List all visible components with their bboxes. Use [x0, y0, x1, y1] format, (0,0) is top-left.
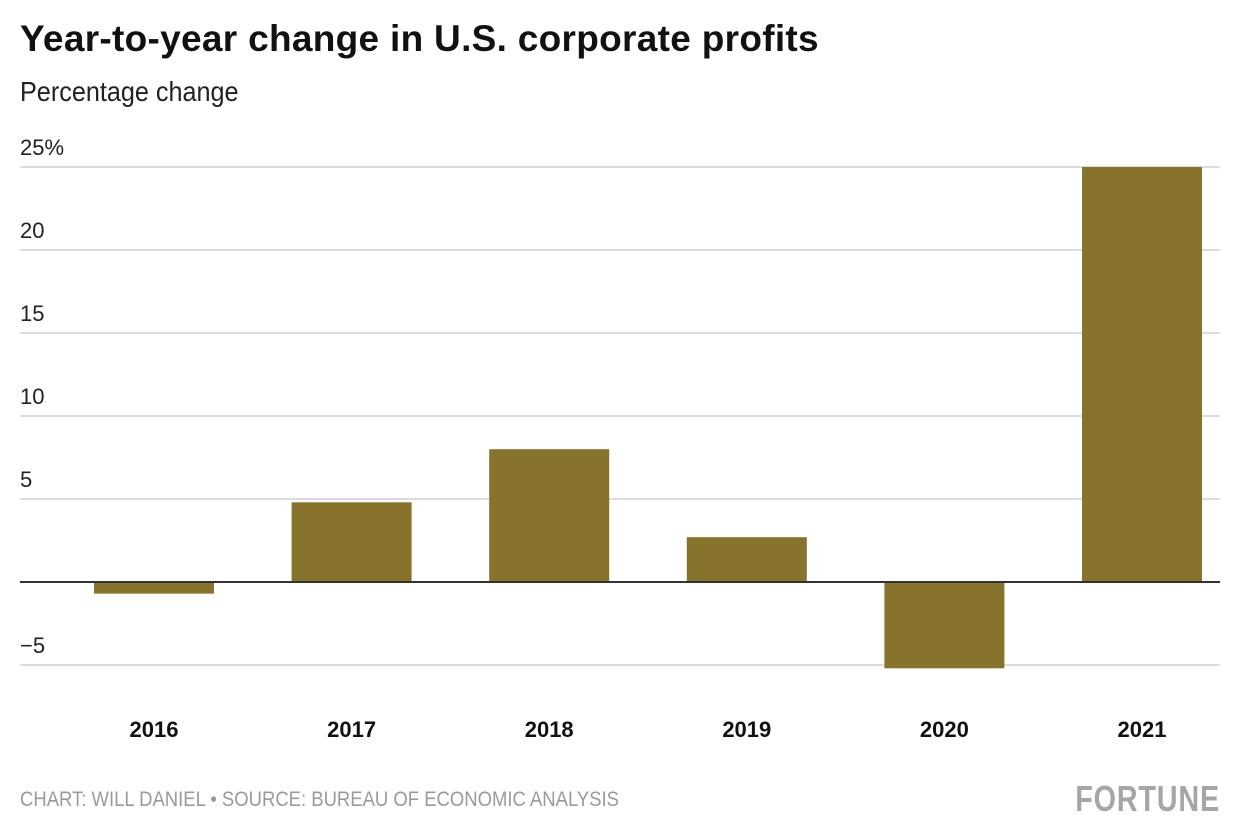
x-tick-label: 2017 [327, 717, 376, 742]
y-tick-label: 15 [20, 301, 44, 326]
chart-subtitle: Percentage change [20, 76, 239, 107]
bar-chart: 25% 20 15 10 5 −5 2016 2017 2018 2019 2020 2021 [20, 135, 1220, 742]
y-tick-label: 25% [20, 135, 64, 160]
bar-2020 [884, 582, 1005, 669]
x-tick-label: 2019 [722, 717, 771, 742]
x-tick-label: 2021 [1118, 717, 1167, 742]
bar-2021 [1082, 167, 1202, 582]
bar-2016 [94, 582, 214, 594]
y-tick-label: −5 [20, 633, 45, 658]
bar-2018 [489, 449, 610, 582]
bar-2017 [291, 502, 412, 582]
x-tick-label: 2018 [525, 717, 574, 742]
x-tick-label: 2020 [920, 717, 969, 742]
x-tick-label: 2016 [130, 717, 179, 742]
fortune-logo: FORTUNE [1075, 778, 1220, 819]
y-tick-label: 10 [20, 384, 44, 409]
chart-title: Year-to-year change in U.S. corporate pr… [20, 18, 819, 59]
source-credit: CHART: WILL DANIEL • SOURCE: BUREAU OF E… [20, 788, 619, 811]
y-tick-label: 5 [20, 467, 32, 492]
bar-2019 [686, 537, 807, 582]
y-tick-label: 20 [20, 218, 44, 243]
